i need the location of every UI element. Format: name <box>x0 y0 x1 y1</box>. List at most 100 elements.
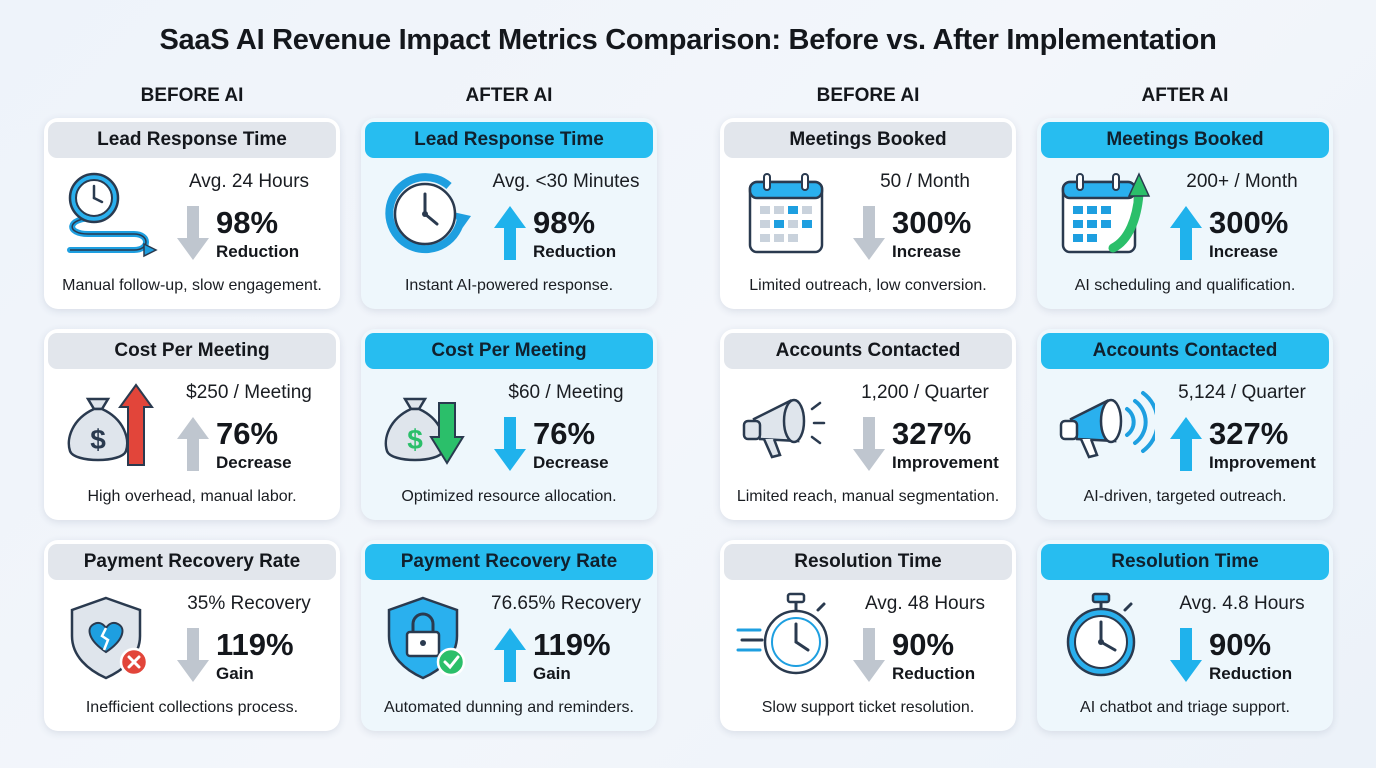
metric-card-resolution-before: Resolution Time Avg. 48 Hours 90% Reduct… <box>720 540 1016 731</box>
percent-change-label: Reduction <box>533 242 617 261</box>
card-header: Payment Recovery Rate <box>48 544 336 580</box>
metric-value: 1,200 / Quarter <box>861 382 989 403</box>
percent-change: 327% <box>892 416 972 451</box>
percent-change: 98% <box>216 205 279 240</box>
column-header-after-ai: AFTER AI <box>465 85 553 106</box>
card-header: Accounts Contacted <box>724 333 1012 369</box>
arrow-down-icon <box>852 417 886 471</box>
metric-card-cost-before: Cost Per Meeting $ $250 / Meeting 76% De… <box>44 329 340 520</box>
column-header-before-ai: BEFORE AI <box>816 85 920 106</box>
metric-card-meetings-before: Meetings Booked 50 / Month 300% Increase… <box>720 118 1016 309</box>
percent-change: 300% <box>1209 205 1289 240</box>
arrow-down-icon <box>1169 628 1203 682</box>
percent-change-label: Gain <box>533 664 571 683</box>
card-header: Cost Per Meeting <box>365 333 653 369</box>
metric-description: AI chatbot and triage support. <box>1080 699 1290 716</box>
metric-description: Limited outreach, low conversion. <box>749 277 987 294</box>
percent-change: 98% <box>533 205 596 240</box>
metric-description: Slow support ticket resolution. <box>761 699 975 716</box>
percent-change-label: Reduction <box>216 242 300 261</box>
metric-value: 76.65% Recovery <box>491 593 641 614</box>
column-header-before-ai: BEFORE AI <box>140 85 244 106</box>
metric-description: Automated dunning and reminders. <box>384 699 634 716</box>
svg-text:$: $ <box>407 424 423 455</box>
percent-change: 327% <box>1209 416 1289 451</box>
percent-change-label: Improvement <box>892 453 999 472</box>
percent-change: 90% <box>1209 627 1272 662</box>
metric-card-meetings-after: Meetings Booked 200+ / Month 300% Increa… <box>1037 118 1333 309</box>
percent-change-label: Decrease <box>216 453 292 472</box>
card-header: Lead Response Time <box>365 122 653 158</box>
metric-description: AI scheduling and qualification. <box>1074 277 1296 294</box>
metric-value: 35% Recovery <box>187 593 311 614</box>
metric-value: 50 / Month <box>880 171 970 192</box>
stopwatch-speed-icon <box>734 590 838 680</box>
percent-change: 300% <box>892 205 972 240</box>
broken-shield-icon <box>58 590 162 680</box>
metric-card-cost-after: Cost Per Meeting $ $60 / Meeting 76% Dec… <box>361 329 657 520</box>
metric-value: $250 / Meeting <box>186 382 312 403</box>
card-header: Resolution Time <box>1041 544 1329 580</box>
arrow-up-icon <box>176 417 210 471</box>
calendar-growth-icon <box>1051 168 1155 258</box>
card-header: Resolution Time <box>724 544 1012 580</box>
arrow-up-icon <box>493 206 527 260</box>
column-header-after-ai: AFTER AI <box>1141 85 1229 106</box>
metric-description: Instant AI-powered response. <box>404 277 614 294</box>
fast-clock-icon <box>375 168 479 258</box>
arrow-up-icon <box>493 628 527 682</box>
arrow-down-icon <box>176 206 210 260</box>
page-title: SaaS AI Revenue Impact Metrics Compariso… <box>159 24 1217 56</box>
calendar-icon <box>734 168 838 258</box>
metric-value: Avg. <30 Minutes <box>492 171 640 192</box>
metric-description: Inefficient collections process. <box>85 699 299 716</box>
metric-value: Avg. 48 Hours <box>864 593 986 614</box>
metric-description: AI-driven, targeted outreach. <box>1083 488 1287 505</box>
card-header: Payment Recovery Rate <box>365 544 653 580</box>
card-header: Meetings Booked <box>1041 122 1329 158</box>
card-header: Accounts Contacted <box>1041 333 1329 369</box>
metric-value: 5,124 / Quarter <box>1178 382 1306 403</box>
metric-description: Limited reach, manual segmentation. <box>736 488 1000 505</box>
metric-description: Optimized resource allocation. <box>401 488 617 505</box>
card-header: Cost Per Meeting <box>48 333 336 369</box>
percent-change-label: Reduction <box>1209 664 1293 683</box>
percent-change: 90% <box>892 627 955 662</box>
metric-value: $60 / Meeting <box>508 382 624 403</box>
arrow-down-icon <box>852 206 886 260</box>
percent-change-label: Decrease <box>533 453 609 472</box>
megaphone-icon <box>734 379 838 469</box>
megaphone-waves-icon <box>1051 379 1160 469</box>
metric-card-accounts-before: Accounts Contacted 1,200 / Quarter 327% … <box>720 329 1016 520</box>
metric-description: Manual follow-up, slow engagement. <box>62 277 322 294</box>
metric-card-accounts-after: Accounts Contacted 5,124 / Quarter 327% … <box>1037 329 1333 520</box>
percent-change: 76% <box>216 416 279 451</box>
percent-change-label: Reduction <box>892 664 976 683</box>
metric-card-lead-response-before: Lead Response Time Avg. 24 Hours 98% Red… <box>44 118 340 309</box>
card-header: Meetings Booked <box>724 122 1012 158</box>
arrow-up-icon <box>1169 417 1203 471</box>
money-bag-down-icon: $ <box>375 379 479 469</box>
metric-value: Avg. 24 Hours <box>188 171 310 192</box>
metric-card-payment-before: Payment Recovery Rate 35% Recovery 119% … <box>44 540 340 731</box>
lock-shield-icon <box>375 590 479 680</box>
svg-text:$: $ <box>90 424 106 455</box>
metric-card-payment-after: Payment Recovery Rate 76.65% Recovery 11… <box>361 540 657 731</box>
arrow-down-icon <box>176 628 210 682</box>
percent-change-label: Increase <box>892 242 961 261</box>
metric-value: 200+ / Month <box>1186 171 1298 192</box>
metric-value: Avg. 4.8 Hours <box>1179 593 1305 614</box>
percent-change-label: Gain <box>216 664 254 683</box>
percent-change-label: Increase <box>1209 242 1278 261</box>
percent-change-label: Improvement <box>1209 453 1316 472</box>
metric-description: High overhead, manual labor. <box>87 488 297 505</box>
percent-change: 76% <box>533 416 596 451</box>
arrow-down-icon <box>852 628 886 682</box>
clock-arrow-icon <box>58 168 162 258</box>
arrow-up-icon <box>1169 206 1203 260</box>
percent-change: 119% <box>533 627 611 662</box>
percent-change: 119% <box>216 627 294 662</box>
card-header: Lead Response Time <box>48 122 336 158</box>
money-bag-up-icon: $ <box>58 379 162 469</box>
arrow-down-icon <box>493 417 527 471</box>
